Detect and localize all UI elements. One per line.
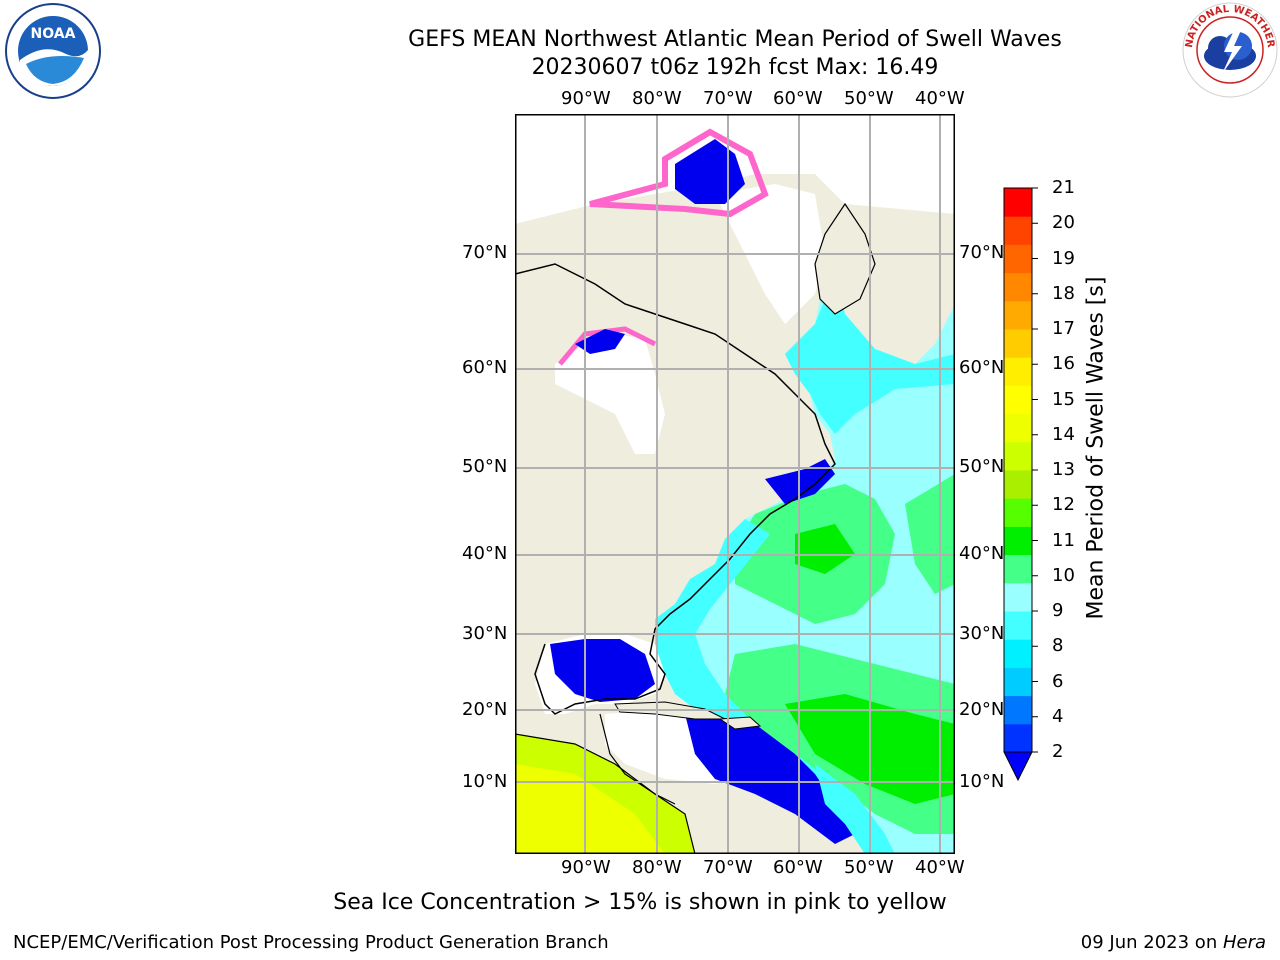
colorbar-segment: [1004, 470, 1032, 499]
colorbar-tick-label: 4: [1052, 705, 1064, 727]
lon-label-bottom-50w: 50°W: [844, 857, 894, 878]
lon-label-top-40w: 40°W: [915, 88, 965, 109]
gulf-blue: [550, 639, 655, 702]
lon-label-bottom-70w: 70°W: [703, 857, 753, 878]
colorbar: [1003, 187, 1038, 782]
colorbar-segment: [1004, 188, 1032, 217]
carib-cyan: [815, 764, 895, 854]
lon-label-top-70w: 70°W: [703, 88, 753, 109]
noaa-logo: NOAA: [5, 3, 101, 99]
footer-date: 09 Jun 2023 on: [1080, 932, 1223, 953]
lat-label-left-20n: 20°N: [462, 699, 508, 720]
colorbar-segment: [1004, 498, 1032, 527]
colorbar-segment: [1004, 611, 1032, 640]
greenland-coast: [814, 202, 876, 315]
sa-coast: [515, 733, 696, 854]
colorbar-segment: [1004, 639, 1032, 668]
lat-label-left-10n: 10°N: [462, 771, 508, 792]
footer-left: NCEP/EMC/Verification Post Processing Pr…: [13, 932, 609, 953]
lon-label-top-50w: 50°W: [844, 88, 894, 109]
lat-label-right-60n: 60°N: [959, 357, 1005, 378]
nws-logo: NATIONAL WEATHER SERVICE: [1180, 0, 1278, 98]
colorbar-tick-label: 12: [1052, 494, 1075, 516]
lat-label-right-10n: 10°N: [959, 771, 1005, 792]
hudson-bay: [555, 334, 665, 454]
colorbar-tick-label: 11: [1052, 529, 1075, 551]
colorbar-tick-label: 15: [1052, 388, 1075, 410]
colorbar-segment: [1004, 441, 1032, 471]
colorbar-tick-label: 17: [1052, 318, 1075, 339]
na-coastline: [515, 263, 836, 715]
noaa-logo-text: NOAA: [31, 26, 76, 42]
lon-label-top-60w: 60°W: [773, 88, 823, 109]
colorbar-segment: [1004, 357, 1032, 386]
lat-label-left-70n: 70°N: [462, 242, 508, 263]
lon-label-bottom-90w: 90°W: [561, 857, 611, 878]
south-america-inner: [515, 764, 665, 854]
colorbar-segment: [1004, 244, 1032, 274]
colorbar-tick-label: 6: [1052, 670, 1064, 692]
sea-ice-caption: Sea Ice Concentration > 15% is shown in …: [333, 890, 947, 915]
coastal-band: [655, 519, 895, 854]
colorbar-segment: [1004, 582, 1032, 612]
graticule: [515, 114, 955, 854]
colorbar-segment: [1004, 329, 1032, 358]
hudson-blue: [575, 329, 625, 354]
colorbar-tick-label: 18: [1052, 282, 1075, 304]
colorbar-tick-label: 20: [1052, 212, 1075, 234]
colorbar-tick-label: 2: [1052, 741, 1064, 762]
lat-label-right-30n: 30°N: [959, 623, 1005, 644]
lon-label-bottom-60w: 60°W: [773, 857, 823, 878]
map-title: GEFS MEAN Northwest Atlantic Mean Period…: [408, 27, 1062, 52]
map-panel: [515, 114, 955, 854]
colorbar-under-arrow: [1003, 751, 1033, 782]
colorbar-tick-label: 10: [1052, 564, 1075, 586]
colorbar-segment: [1004, 300, 1032, 330]
colorbar-tick-label: 21: [1052, 177, 1075, 198]
lat-label-left-40n: 40°N: [462, 543, 508, 564]
hispaniola: [718, 716, 762, 730]
colorbar-segment: [1004, 723, 1032, 753]
lat-label-left-60n: 60°N: [462, 357, 508, 378]
swell-green-north2: [905, 474, 955, 594]
lat-label-left-50n: 50°N: [462, 456, 508, 477]
colorbar-label: Mean Period of Swell Waves [s]: [1083, 276, 1109, 620]
baffin-ice-edge: [589, 128, 769, 218]
colorbar-tick-label: 19: [1052, 247, 1075, 269]
central-america: [599, 713, 676, 805]
colorbar-segment: [1004, 413, 1032, 443]
colorbar-segment: [1004, 695, 1032, 725]
map-subtitle: 20230607 t06z 192h fcst Max: 16.49: [531, 55, 939, 80]
colorbar-tick-label: 8: [1052, 635, 1064, 657]
lon-label-bottom-80w: 80°W: [632, 857, 682, 878]
lat-label-right-40n: 40°N: [959, 543, 1005, 564]
colorbar-segment: [1004, 667, 1032, 697]
colorbar-segment: [1004, 554, 1032, 584]
lat-label-right-50n: 50°N: [959, 456, 1005, 477]
colorbar-segment: [1004, 272, 1032, 302]
colorbar-segment: [1004, 526, 1032, 556]
lat-label-right-20n: 20°N: [959, 699, 1005, 720]
footer-right: 09 Jun 2023 on Hera: [1081, 932, 1266, 953]
lon-label-bottom-40w: 40°W: [915, 857, 965, 878]
colorbar-tick-label: 14: [1052, 423, 1075, 445]
colorbar-tick-label: 16: [1052, 353, 1075, 375]
lon-label-top-90w: 90°W: [561, 88, 611, 109]
lat-label-right-70n: 70°N: [959, 242, 1005, 263]
colorbar-tick-label: 9: [1052, 600, 1064, 621]
colorbar-segment: [1004, 216, 1032, 245]
map-frame: [515, 114, 955, 854]
colorbar-tick-label: 13: [1052, 459, 1075, 480]
lon-label-top-80w: 80°W: [632, 88, 682, 109]
lat-label-left-30n: 30°N: [462, 623, 508, 644]
footer-host: Hera: [1222, 932, 1266, 953]
colorbar-segment: [1004, 385, 1032, 415]
swell-green-spot: [795, 524, 855, 574]
